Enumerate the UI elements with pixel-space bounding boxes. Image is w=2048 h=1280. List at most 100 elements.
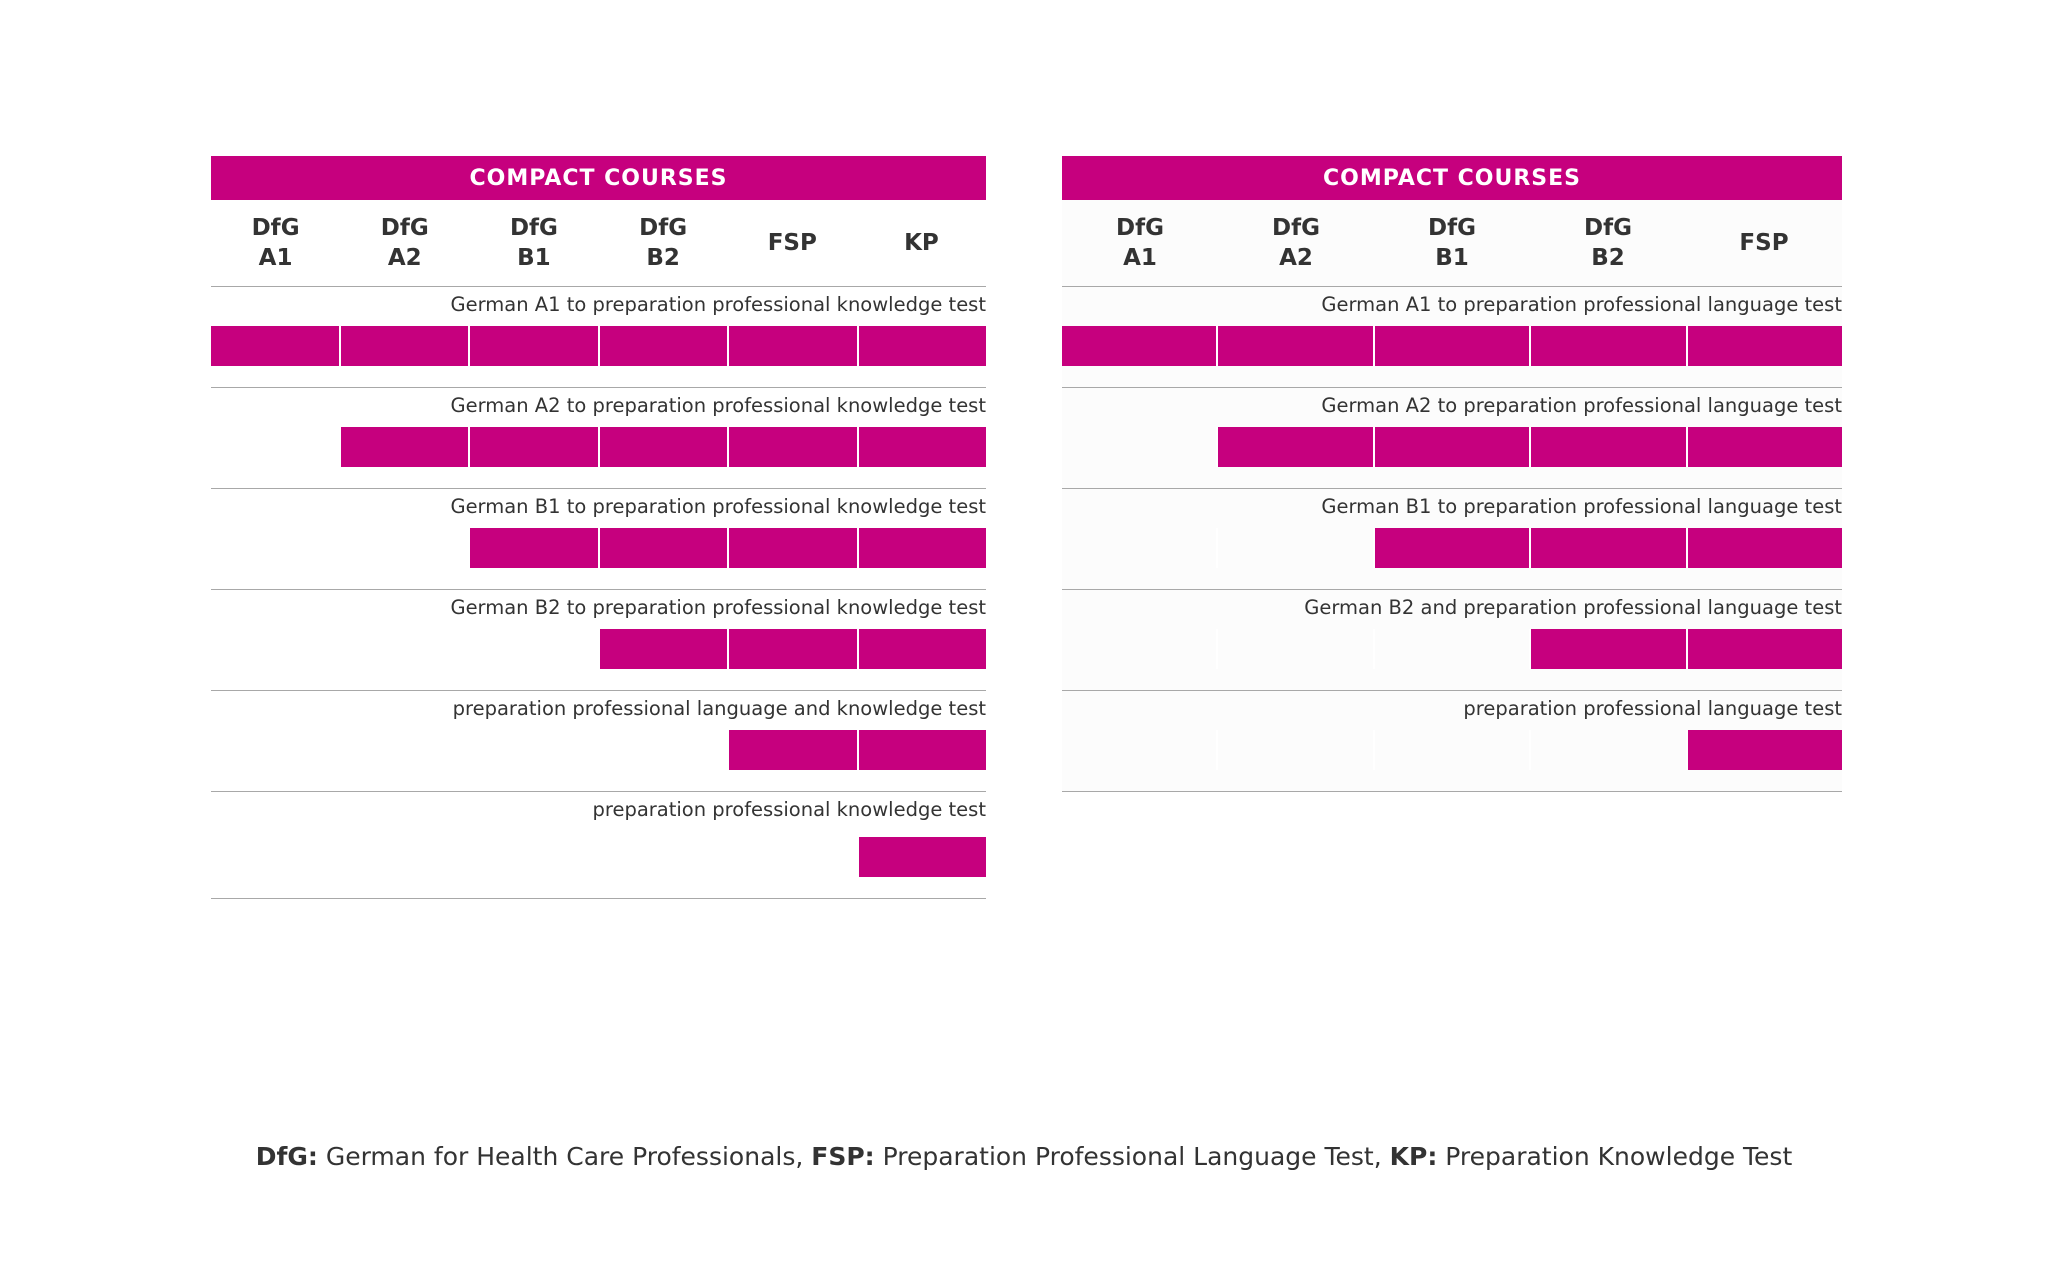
column-header: DfG A1 — [1116, 215, 1164, 271]
course-bar-segment — [1685, 730, 1843, 770]
empty-segment — [1216, 730, 1372, 770]
course-bar-segment — [338, 427, 468, 467]
abbreviation-legend: DfG: German for Health Care Professional… — [0, 1142, 2048, 1171]
empty-segment — [468, 629, 598, 669]
course-bar-segment — [856, 427, 986, 467]
course-bar-segment — [1529, 629, 1686, 669]
course-bar-segment — [468, 528, 598, 568]
course-bar-segment — [856, 837, 986, 877]
course-row: German B2 and preparation professional l… — [1062, 590, 1843, 691]
course-label: German B1 to preparation professional la… — [1321, 495, 1842, 518]
course-bar — [1062, 326, 1843, 366]
course-bar-segment — [856, 730, 986, 770]
course-label: German A1 to preparation professional kn… — [450, 293, 986, 316]
course-row: preparation professional language and kn… — [211, 691, 986, 792]
course-bar-segment — [1062, 326, 1217, 366]
column-header: DfG A2 — [380, 215, 429, 271]
column-header-row: DfG A1 DfG A2 DfG B1 DfG B2 FSP KP — [211, 200, 986, 287]
course-bar-segment — [1529, 326, 1686, 366]
column-header-row: DfG A1 DfG A2 DfG B1 DfG B2 FSP — [1062, 200, 1842, 287]
course-row: German A2 to preparation professional kn… — [211, 388, 986, 489]
empty-segment — [211, 837, 339, 877]
course-bar-segment — [856, 629, 986, 669]
course-bar-segment — [727, 326, 857, 366]
course-label: German A2 to preparation professional kn… — [450, 394, 986, 417]
empty-segment — [597, 837, 728, 877]
course-label: preparation professional knowledge test — [592, 798, 986, 821]
empty-segment — [338, 629, 469, 669]
course-bar — [211, 528, 986, 568]
course-label: preparation professional language test — [1463, 697, 1842, 720]
column-header: FSP — [1739, 230, 1789, 256]
course-bar-segment — [1372, 427, 1530, 467]
course-bar — [211, 837, 986, 877]
course-bar-segment — [468, 427, 598, 467]
empty-segment — [1529, 730, 1685, 770]
panel-header: COMPACT COURSES — [211, 156, 986, 200]
empty-segment — [1216, 629, 1372, 669]
empty-segment — [1062, 730, 1216, 770]
course-bar-segment — [1216, 427, 1373, 467]
empty-segment — [211, 528, 339, 568]
empty-segment — [211, 629, 339, 669]
course-label: German A2 to preparation professional la… — [1321, 394, 1842, 417]
course-bar-segment — [727, 528, 857, 568]
course-bar — [1062, 629, 1843, 669]
course-bar — [1062, 730, 1843, 770]
course-bar-segment — [1529, 528, 1686, 568]
empty-segment — [727, 837, 857, 877]
course-bar-segment — [1685, 427, 1843, 467]
course-bar-segment — [597, 326, 727, 366]
column-header: DfG B2 — [1584, 215, 1632, 271]
legend-text-kp: Preparation Knowledge Test — [1437, 1142, 1793, 1171]
course-bar — [211, 326, 986, 366]
course-bar-segment — [727, 629, 857, 669]
course-bar-segment — [727, 427, 857, 467]
empty-segment — [211, 730, 339, 770]
column-header: DfG B2 — [639, 215, 688, 271]
legend-text-fsp: Preparation Professional Language Test, — [874, 1142, 1390, 1171]
course-bar-segment — [597, 427, 727, 467]
empty-segment — [338, 730, 469, 770]
course-label: German A1 to preparation professional la… — [1321, 293, 1842, 316]
course-bar-segment — [856, 528, 986, 568]
course-bar — [211, 427, 986, 467]
course-bar — [211, 629, 986, 669]
course-bar-segment — [1216, 326, 1373, 366]
course-bar-segment — [1372, 528, 1530, 568]
column-header: KP — [904, 230, 939, 256]
empty-segment — [1062, 427, 1216, 467]
empty-segment — [1216, 528, 1372, 568]
course-bar-segment — [1685, 528, 1843, 568]
column-header: FSP — [767, 230, 817, 256]
column-header: DfG B1 — [509, 215, 558, 271]
course-label: German B2 to preparation professional kn… — [450, 596, 986, 619]
course-label: German B2 and preparation professional l… — [1304, 596, 1842, 619]
panel-header: COMPACT COURSES — [1062, 156, 1842, 200]
course-bar-segment — [1372, 326, 1530, 366]
empty-segment — [338, 528, 469, 568]
empty-segment — [468, 837, 598, 877]
empty-segment — [468, 730, 598, 770]
empty-segment — [211, 427, 339, 467]
column-header: DfG A1 — [251, 215, 300, 271]
legend-abbr-dfg: DfG: — [255, 1142, 318, 1171]
course-bar-segment — [468, 326, 598, 366]
course-bar-segment — [1685, 326, 1843, 366]
course-rows: German A1 to preparation professional la… — [1062, 287, 1843, 792]
empty-segment — [1062, 528, 1216, 568]
course-label: German B1 to preparation professional kn… — [450, 495, 986, 518]
course-bar — [1062, 528, 1843, 568]
empty-segment — [338, 837, 469, 877]
legend-abbr-kp: KP: — [1389, 1142, 1438, 1171]
course-rows: German A1 to preparation professional kn… — [211, 287, 986, 899]
course-bar-segment — [1529, 427, 1686, 467]
column-header: DfG B1 — [1428, 215, 1476, 271]
empty-segment — [1372, 730, 1529, 770]
course-row: German A1 to preparation professional kn… — [211, 287, 986, 388]
course-bar-segment — [727, 730, 857, 770]
course-row: German A2 to preparation professional la… — [1062, 388, 1843, 489]
course-bar-segment — [597, 528, 727, 568]
course-row: preparation professional language test — [1062, 691, 1843, 792]
course-row: German A1 to preparation professional la… — [1062, 287, 1843, 388]
